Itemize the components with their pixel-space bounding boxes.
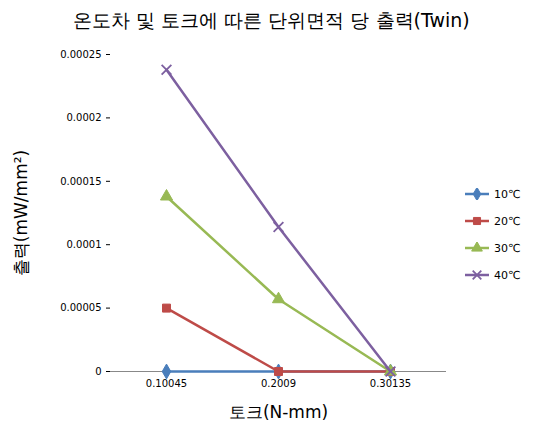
- svg-text:0.30135: 0.30135: [369, 377, 412, 389]
- html-text:40℃: 40℃: [494, 268, 521, 282]
- svg-text:0.10045: 0.10045: [145, 377, 188, 389]
- svg-text:0.0001: 0.0001: [67, 239, 102, 250]
- html-text:온도차 및 토크에 따른 단위면적 당 출력(Twin): 온도차 및 토크에 따른 단위면적 당 출력(Twin): [73, 9, 470, 31]
- svg-text:출력(mW/mm²): 출력(mW/mm²): [11, 150, 31, 276]
- html-text:20℃: 20℃: [494, 214, 521, 228]
- svg-text:토크(N-mm): 토크(N-mm): [229, 402, 328, 422]
- svg-text:0.00025: 0.00025: [60, 49, 101, 60]
- svg-text:0.00015: 0.00015: [60, 176, 101, 187]
- svg-text:0.0002: 0.0002: [67, 112, 102, 123]
- svg-text:0: 0: [95, 366, 101, 377]
- svg-text:0.2009: 0.2009: [261, 377, 296, 389]
- html-text:30℃: 30℃: [494, 241, 521, 255]
- svg-text:0.00005: 0.00005: [60, 302, 101, 313]
- html-text:10℃: 10℃: [494, 187, 521, 201]
